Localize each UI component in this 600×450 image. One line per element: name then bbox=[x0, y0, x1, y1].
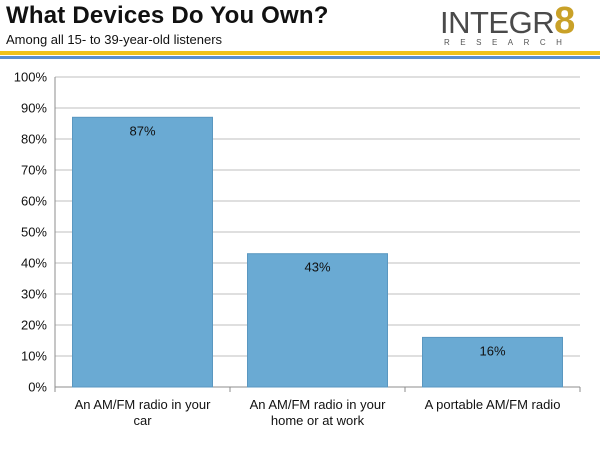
y-tick-label: 90% bbox=[21, 101, 47, 116]
category-label-line: A portable AM/FM radio bbox=[425, 397, 561, 412]
y-tick-label: 20% bbox=[21, 318, 47, 333]
bar bbox=[422, 336, 563, 388]
category-label: An AM/FM radio in your home or at work bbox=[250, 397, 386, 428]
y-tick-label: 100% bbox=[14, 70, 48, 85]
category-label-line: home or at work bbox=[271, 413, 365, 428]
logo-text: INTEGR bbox=[440, 5, 555, 40]
y-tick-label: 60% bbox=[21, 194, 47, 209]
logo-wordmark: INTEGR8 bbox=[440, 2, 575, 40]
category-label-line: An AM/FM radio in your bbox=[250, 397, 386, 412]
y-tick-label: 0% bbox=[28, 380, 47, 395]
y-tick-label: 70% bbox=[21, 163, 47, 178]
logo-tagline: RESEARCH bbox=[444, 38, 573, 47]
category-label-line: car bbox=[133, 413, 152, 428]
header: What Devices Do You Own? Among all 15- t… bbox=[0, 0, 600, 62]
bar bbox=[72, 116, 213, 388]
bar bbox=[247, 253, 388, 388]
y-tick-label: 30% bbox=[21, 287, 47, 302]
bar-chart: 0% 10% 20% 30% 40% 50% 60% 70% 80% 90% 100% 87% An A… bbox=[14, 70, 581, 428]
y-tick-label: 80% bbox=[21, 132, 47, 147]
data-label: 16% bbox=[479, 343, 505, 358]
y-tick-label: 10% bbox=[21, 349, 47, 364]
category-label: A portable AM/FM radio bbox=[425, 397, 561, 412]
blue-divider bbox=[0, 56, 600, 59]
integr8-logo: INTEGR8 RESEARCH bbox=[440, 2, 590, 50]
data-label: 43% bbox=[304, 260, 330, 275]
page-title: What Devices Do You Own? bbox=[6, 2, 329, 29]
category-label-line: An AM/FM radio in your bbox=[75, 397, 211, 412]
category-label: An AM/FM radio in your car bbox=[75, 397, 211, 428]
logo-digit: 8 bbox=[554, 0, 575, 42]
data-label: 87% bbox=[129, 123, 155, 138]
gold-divider bbox=[0, 51, 600, 55]
y-tick-label: 50% bbox=[21, 225, 47, 240]
page-subtitle: Among all 15- to 39-year-old listeners bbox=[6, 32, 223, 47]
y-tick-label: 40% bbox=[21, 256, 47, 271]
